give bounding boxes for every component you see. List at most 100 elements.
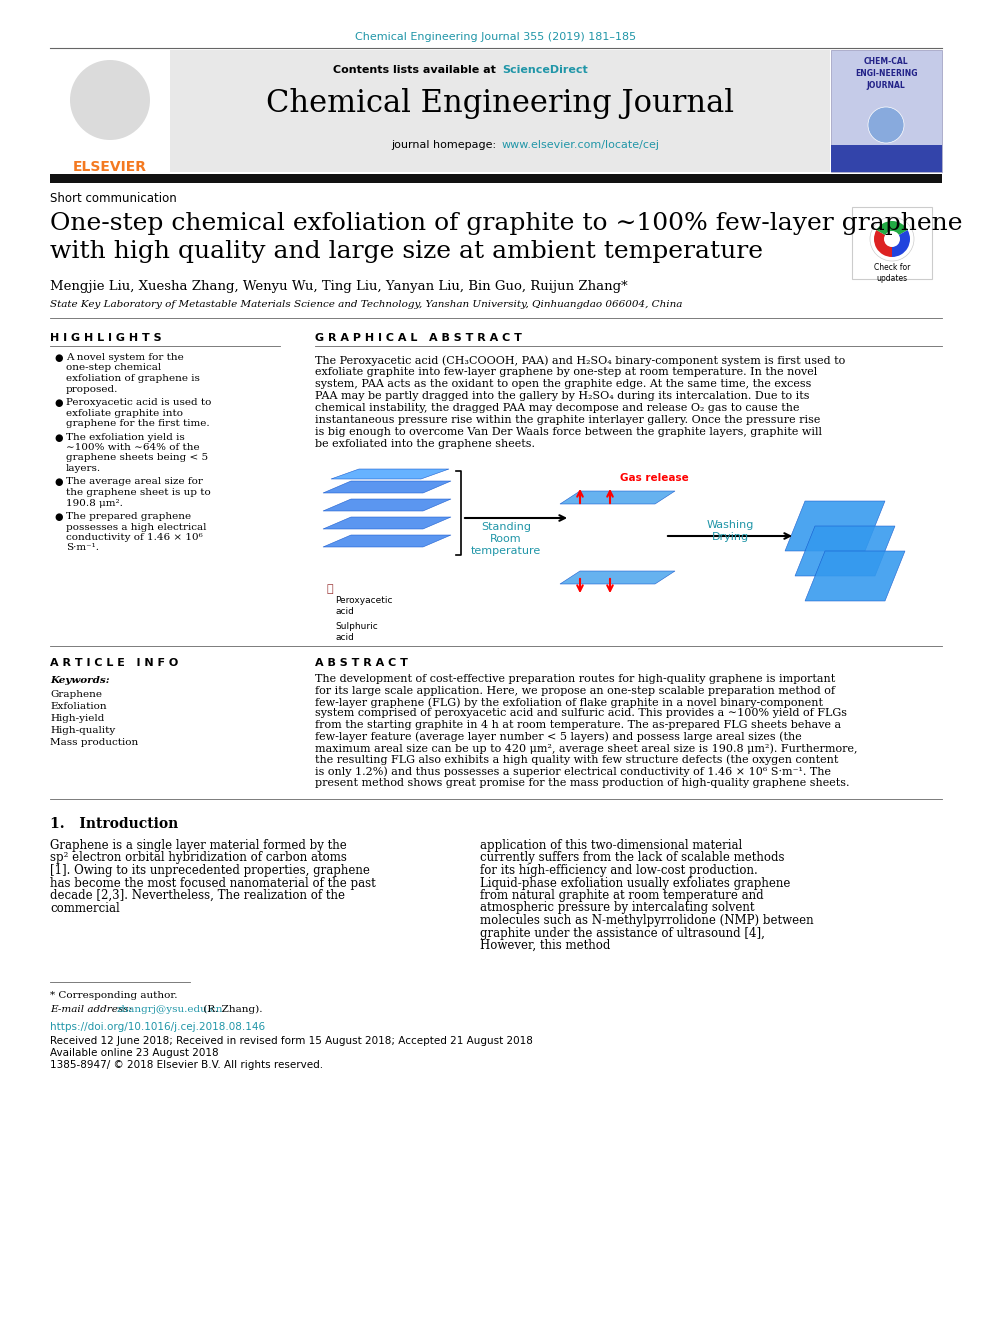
Text: Gas release: Gas release (620, 474, 688, 483)
Text: currently suffers from the lack of scalable methods: currently suffers from the lack of scala… (480, 852, 785, 864)
Text: ✕: ✕ (326, 583, 333, 594)
Text: system, PAA acts as the oxidant to open the graphite edge. At the same time, the: system, PAA acts as the oxidant to open … (315, 378, 811, 389)
Text: ∼100% with ∼64% of the: ∼100% with ∼64% of the (66, 443, 199, 452)
Text: possesses a high electrical: possesses a high electrical (66, 523, 206, 532)
Text: Graphene is a single layer material formed by the: Graphene is a single layer material form… (50, 839, 347, 852)
Text: Short communication: Short communication (50, 192, 177, 205)
Text: The prepared graphene: The prepared graphene (66, 512, 191, 521)
Text: Available online 23 August 2018: Available online 23 August 2018 (50, 1048, 218, 1057)
Text: 1.   Introduction: 1. Introduction (50, 818, 179, 831)
Text: Graphene: Graphene (50, 691, 102, 699)
Text: layers.: layers. (66, 464, 101, 474)
Text: zhangrj@ysu.edu.cn: zhangrj@ysu.edu.cn (117, 1004, 223, 1013)
Text: Contents lists available at: Contents lists available at (333, 65, 500, 75)
Wedge shape (874, 230, 892, 257)
Text: ●: ● (54, 478, 62, 487)
Text: The Peroxyacetic acid (CH₃COOOH, PAA) and H₂SO₄ binary-component system is first: The Peroxyacetic acid (CH₃COOOH, PAA) an… (315, 355, 845, 365)
Text: Liquid-phase exfoliation usually exfoliates graphene: Liquid-phase exfoliation usually exfolia… (480, 877, 791, 889)
Circle shape (70, 60, 150, 140)
Polygon shape (323, 499, 451, 511)
Text: maximum areal size can be up to 420 μm², average sheet areal size is 190.8 μm²).: maximum areal size can be up to 420 μm²,… (315, 744, 857, 754)
Text: ScienceDirect: ScienceDirect (502, 65, 587, 75)
Text: E-mail address:: E-mail address: (50, 1004, 135, 1013)
Polygon shape (805, 550, 905, 601)
Bar (315, 460, 942, 626)
Text: State Key Laboratory of Metastable Materials Science and Technology, Yanshan Uni: State Key Laboratory of Metastable Mater… (50, 300, 682, 310)
Text: A B S T R A C T: A B S T R A C T (315, 658, 408, 668)
Text: is only 1.2%) and thus possesses a superior electrical conductivity of 1.46 × 10: is only 1.2%) and thus possesses a super… (315, 766, 831, 777)
Text: Standing: Standing (481, 523, 531, 532)
Text: for its large scale application. Here, we propose an one-step scalable preparati: for its large scale application. Here, w… (315, 685, 835, 696)
Text: Mass production: Mass production (50, 738, 138, 747)
Text: PAA may be partly dragged into the gallery by H₂SO₄ during its intercalation. Du: PAA may be partly dragged into the galle… (315, 392, 809, 401)
Text: proposed.: proposed. (66, 385, 118, 393)
Text: The average areal size for: The average areal size for (66, 478, 203, 487)
Text: S·m⁻¹.: S·m⁻¹. (66, 544, 99, 553)
Text: G R A P H I C A L   A B S T R A C T: G R A P H I C A L A B S T R A C T (315, 333, 522, 343)
Text: Drying: Drying (711, 532, 749, 542)
Text: Check for
updates: Check for updates (874, 263, 911, 283)
Bar (170, 50, 830, 172)
Text: commercial: commercial (50, 901, 120, 914)
Text: https://doi.org/10.1016/j.cej.2018.08.146: https://doi.org/10.1016/j.cej.2018.08.14… (50, 1023, 265, 1032)
Bar (50, 50, 170, 172)
Text: A novel system for the: A novel system for the (66, 353, 184, 363)
Text: from natural graphite at room temperature and: from natural graphite at room temperatur… (480, 889, 764, 902)
Wedge shape (876, 221, 908, 239)
Text: exfoliate graphite into few-layer graphene by one-step at room temperature. In t: exfoliate graphite into few-layer graphe… (315, 366, 817, 377)
Circle shape (868, 107, 904, 143)
Text: ●: ● (54, 353, 62, 363)
Text: with high quality and large size at ambient temperature: with high quality and large size at ambi… (50, 239, 763, 263)
Text: www.elsevier.com/locate/cej: www.elsevier.com/locate/cej (502, 140, 660, 149)
Text: ELSEVIER: ELSEVIER (73, 160, 147, 175)
Text: [1]. Owing to its unprecedented properties, graphene: [1]. Owing to its unprecedented properti… (50, 864, 370, 877)
Text: High-quality: High-quality (50, 726, 115, 736)
Polygon shape (795, 527, 895, 576)
Text: be exfoliated into the graphene sheets.: be exfoliated into the graphene sheets. (315, 439, 535, 448)
Text: conductivity of 1.46 × 10⁶: conductivity of 1.46 × 10⁶ (66, 533, 202, 542)
Text: is big enough to overcome Van Der Waals force between the graphite layers, graph: is big enough to overcome Van Der Waals … (315, 427, 822, 437)
Text: Mengjie Liu, Xuesha Zhang, Wenyu Wu, Ting Liu, Yanyan Liu, Bin Guo, Ruijun Zhang: Mengjie Liu, Xuesha Zhang, Wenyu Wu, Tin… (50, 280, 628, 292)
Text: graphene sheets being < 5: graphene sheets being < 5 (66, 454, 208, 463)
Text: Sulphuric
acid: Sulphuric acid (335, 622, 378, 642)
Polygon shape (785, 501, 885, 550)
Text: CHEM-CAL
ENGI-NEERING
JOURNAL: CHEM-CAL ENGI-NEERING JOURNAL (855, 57, 918, 90)
Text: graphene for the first time.: graphene for the first time. (66, 419, 209, 429)
Text: few-layer feature (average layer number < 5 layers) and possess large areal size: few-layer feature (average layer number … (315, 732, 802, 742)
Text: Washing: Washing (706, 520, 754, 531)
Text: ●: ● (54, 398, 62, 407)
Text: Room: Room (490, 534, 522, 544)
Text: exfoliation of graphene is: exfoliation of graphene is (66, 374, 199, 382)
Text: has become the most focused nanomaterial of the past: has become the most focused nanomaterial… (50, 877, 376, 889)
Text: application of this two-dimensional material: application of this two-dimensional mate… (480, 839, 742, 852)
Text: atmospheric pressure by intercalating solvent: atmospheric pressure by intercalating so… (480, 901, 755, 914)
Text: High-yield: High-yield (50, 714, 104, 722)
Text: the resulting FLG also exhibits a high quality with few structure defects (the o: the resulting FLG also exhibits a high q… (315, 754, 838, 765)
Text: (R. Zhang).: (R. Zhang). (200, 1004, 263, 1013)
Text: sp² electron orbital hybridization of carbon atoms: sp² electron orbital hybridization of ca… (50, 852, 347, 864)
Text: Peroxyacetic acid is used to: Peroxyacetic acid is used to (66, 398, 211, 407)
Text: ●: ● (54, 512, 62, 523)
Text: exfoliate graphite into: exfoliate graphite into (66, 409, 183, 418)
Circle shape (884, 232, 900, 247)
Text: journal homepage:: journal homepage: (392, 140, 500, 149)
Text: Chemical Engineering Journal: Chemical Engineering Journal (266, 89, 734, 119)
Text: Received 12 June 2018; Received in revised form 15 August 2018; Accepted 21 Augu: Received 12 June 2018; Received in revis… (50, 1036, 533, 1045)
Polygon shape (323, 482, 451, 493)
Text: Exfoliation: Exfoliation (50, 703, 106, 710)
Text: for its high-efficiency and low-cost production.: for its high-efficiency and low-cost pro… (480, 864, 758, 877)
Bar (50, 175, 942, 183)
Text: The exfoliation yield is: The exfoliation yield is (66, 433, 185, 442)
Text: from the starting graphite in 4 h at room temperature. The as-prepared FLG sheet: from the starting graphite in 4 h at roo… (315, 720, 841, 730)
Text: However, this method: However, this method (480, 939, 610, 953)
Text: instantaneous pressure rise within the graphite interlayer gallery. Once the pre: instantaneous pressure rise within the g… (315, 415, 820, 425)
Text: 190.8 μm².: 190.8 μm². (66, 499, 123, 508)
Polygon shape (323, 534, 451, 546)
Text: system comprised of peroxyacetic acid and sulfuric acid. This provides a ∼100% y: system comprised of peroxyacetic acid an… (315, 709, 847, 718)
Text: few-layer graphene (FLG) by the exfoliation of flake graphite in a novel binary-: few-layer graphene (FLG) by the exfoliat… (315, 697, 823, 708)
Text: Keywords:: Keywords: (50, 676, 110, 685)
Text: One-step chemical exfoliation of graphite to ∼100% few-layer graphene: One-step chemical exfoliation of graphit… (50, 212, 962, 235)
Text: H I G H L I G H T S: H I G H L I G H T S (50, 333, 162, 343)
Text: chemical instability, the dragged PAA may decompose and release O₂ gas to cause : chemical instability, the dragged PAA ma… (315, 404, 800, 413)
Text: Peroxyacetic
acid: Peroxyacetic acid (335, 595, 393, 617)
